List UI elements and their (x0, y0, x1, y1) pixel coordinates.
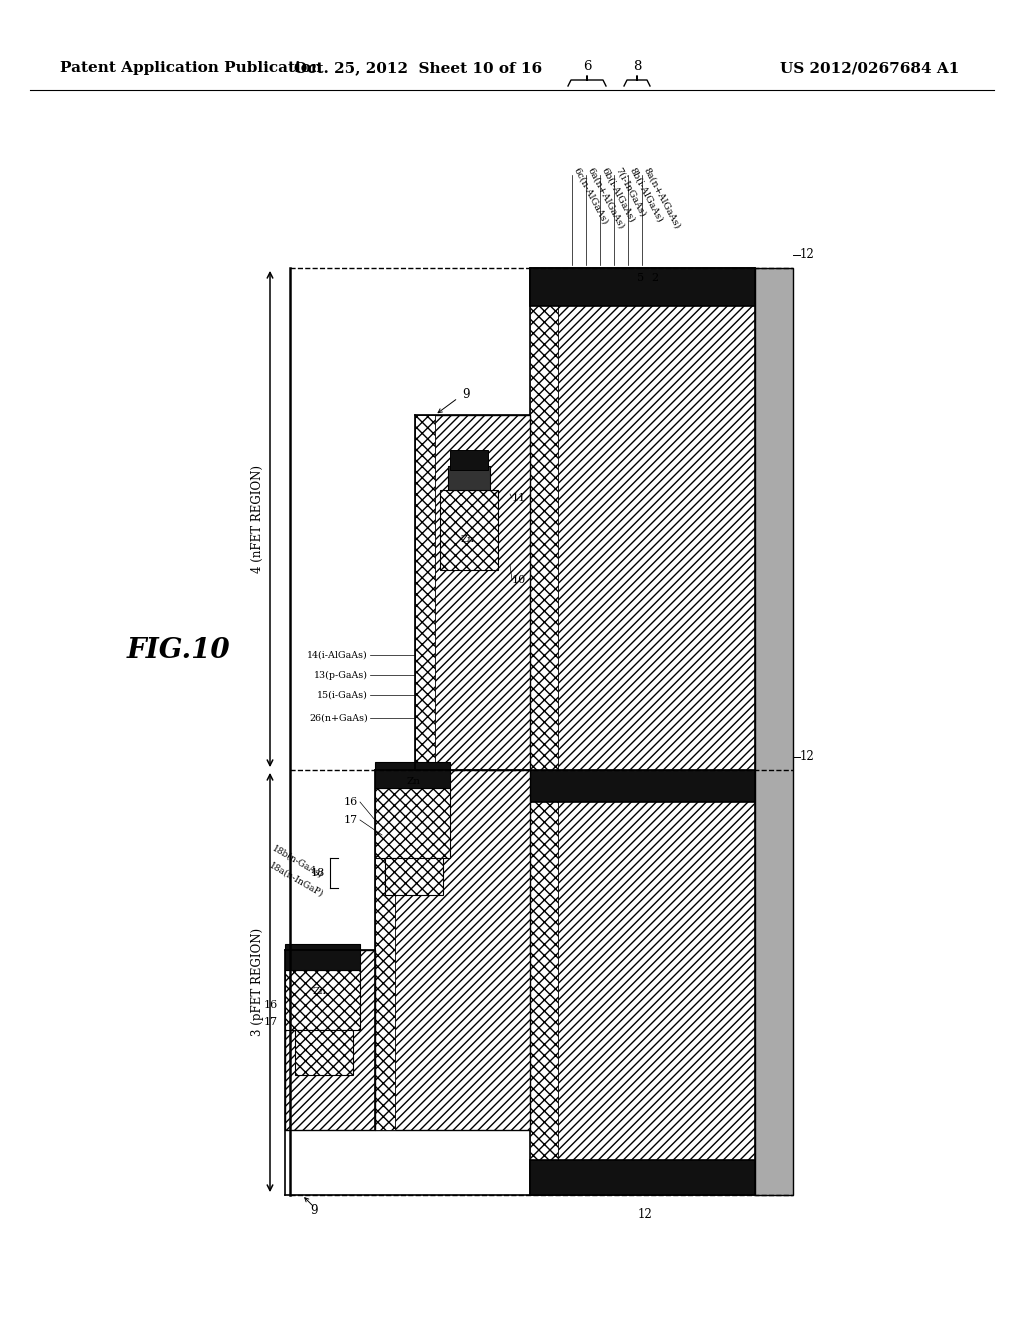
Text: 17: 17 (344, 814, 358, 825)
Text: 18b(n-GaAs): 18b(n-GaAs) (271, 843, 325, 880)
Text: 8a(n+AlGaAs): 8a(n+AlGaAs) (642, 166, 682, 230)
Text: FIG.10: FIG.10 (126, 636, 229, 664)
Text: 6a(n+AlGaAs): 6a(n+AlGaAs) (586, 166, 626, 231)
Bar (415, 414, 435, 770)
Bar (285, 970, 360, 1030)
Text: 5: 5 (637, 273, 644, 282)
Bar (530, 268, 755, 306)
Text: 26(n+GaAs): 26(n+GaAs) (309, 714, 368, 722)
Text: 12: 12 (638, 1209, 652, 1221)
Bar (285, 950, 375, 1130)
Text: 9: 9 (310, 1204, 317, 1217)
Bar (449, 466, 490, 490)
Text: 16: 16 (264, 1001, 278, 1010)
Text: 18a(n-InGaP): 18a(n-InGaP) (267, 861, 325, 899)
Text: 16: 16 (344, 797, 358, 807)
Bar (440, 490, 498, 570)
Text: 8b(i-AlGaAs): 8b(i-AlGaAs) (628, 166, 665, 224)
Bar (415, 414, 530, 770)
Text: 17: 17 (264, 1016, 278, 1027)
Bar (530, 268, 755, 1195)
Bar (755, 268, 793, 1195)
Text: 7(i-InGaAs): 7(i-InGaAs) (614, 166, 647, 218)
Bar (375, 770, 530, 1130)
Bar (530, 268, 558, 1195)
Text: Zn: Zn (461, 536, 475, 544)
Text: 15(i-GaAs): 15(i-GaAs) (317, 690, 368, 700)
Text: 18: 18 (310, 869, 325, 878)
Text: 6c(n-AlGaAs): 6c(n-AlGaAs) (572, 166, 609, 226)
Bar (285, 944, 360, 970)
Text: Oct. 25, 2012  Sheet 10 of 16: Oct. 25, 2012 Sheet 10 of 16 (294, 61, 542, 75)
Bar (385, 858, 443, 895)
Text: 6: 6 (583, 59, 591, 73)
Text: 8: 8 (633, 59, 641, 73)
Bar (530, 770, 755, 803)
Bar (375, 762, 450, 788)
Text: Zn: Zn (313, 987, 327, 997)
Text: 12: 12 (800, 751, 815, 763)
Bar (450, 450, 488, 470)
Bar (375, 770, 395, 1130)
Bar (530, 1160, 755, 1195)
Text: US 2012/0267684 A1: US 2012/0267684 A1 (780, 61, 959, 75)
Text: 2: 2 (651, 273, 658, 282)
Text: 9: 9 (462, 388, 469, 401)
Text: 14(i-AlGaAs): 14(i-AlGaAs) (307, 651, 368, 660)
Text: 13(p-GaAs): 13(p-GaAs) (314, 671, 368, 680)
Text: Zn: Zn (407, 777, 421, 787)
Text: 12: 12 (800, 248, 815, 261)
Bar (375, 788, 450, 858)
Text: 11: 11 (512, 492, 526, 503)
Text: 4 (nFET REGION): 4 (nFET REGION) (251, 465, 264, 573)
Text: 10: 10 (512, 576, 526, 585)
Bar (295, 1030, 353, 1074)
Text: Patent Application Publication: Patent Application Publication (60, 61, 322, 75)
Text: 6b(i-AlGaAs): 6b(i-AlGaAs) (600, 166, 637, 224)
Text: 3 (pFET REGION): 3 (pFET REGION) (251, 928, 264, 1036)
